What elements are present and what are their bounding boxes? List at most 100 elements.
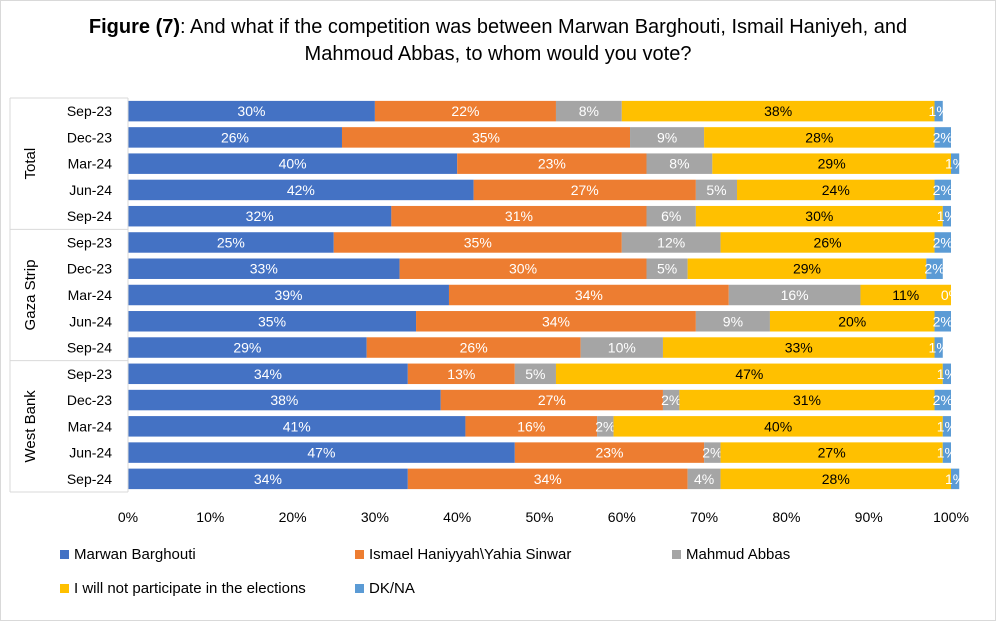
- data-label: 38%: [270, 392, 298, 408]
- bar-segment: [366, 337, 581, 358]
- bar-segment: [128, 127, 342, 148]
- legend-item: Marwan Barghouti: [60, 546, 196, 563]
- bar-segment: [473, 179, 696, 201]
- data-label: 30%: [237, 103, 265, 119]
- bar-segment: [514, 442, 705, 463]
- category-label: Sep-24: [67, 340, 112, 356]
- bar-segment: [128, 416, 466, 437]
- data-label: 2%: [933, 182, 953, 198]
- bar-segment: [704, 442, 721, 463]
- legend-label: Mahmud Abbas: [686, 546, 791, 563]
- x-tick-label: 40%: [443, 509, 471, 525]
- bar-segment: [630, 127, 705, 148]
- legend-swatch: [60, 584, 69, 593]
- chart-title-text: : And what if the competition was betwee…: [180, 16, 908, 65]
- data-label: 27%: [571, 182, 599, 198]
- data-label: 40%: [279, 156, 307, 172]
- chart-title-bold: Figure (7): [88, 16, 181, 38]
- x-tick-label: 60%: [608, 509, 636, 525]
- data-label: 35%: [464, 234, 492, 250]
- data-label: 27%: [538, 392, 566, 408]
- bar-segment: [737, 179, 935, 201]
- group-label: Total: [22, 148, 39, 180]
- data-label: 24%: [822, 182, 850, 198]
- x-tick-label: 20%: [279, 509, 307, 525]
- bar-segment: [934, 389, 951, 411]
- bar-segment: [942, 442, 951, 463]
- bar-segment: [621, 100, 935, 122]
- data-label: 16%: [517, 418, 545, 434]
- bar-segment: [934, 232, 951, 253]
- bar-segment: [934, 337, 943, 358]
- data-label: 47%: [307, 445, 335, 461]
- data-label: 34%: [254, 471, 282, 487]
- bar-segment: [934, 311, 951, 332]
- category-label: Dec-23: [67, 129, 112, 145]
- category-label: Sep-24: [67, 208, 112, 224]
- data-label: 26%: [814, 234, 842, 250]
- bar-segment: [128, 468, 408, 490]
- bar-segment: [555, 363, 943, 385]
- data-label: 4%: [694, 471, 714, 487]
- bar-segment: [687, 468, 721, 490]
- data-label: 1%: [945, 471, 965, 487]
- data-label: 2%: [933, 129, 953, 145]
- legend-item: Mahmud Abbas: [672, 546, 790, 563]
- data-label: 34%: [575, 287, 603, 303]
- data-label: 41%: [283, 418, 311, 434]
- bar-segment: [128, 284, 449, 306]
- bar-segment: [720, 468, 951, 490]
- bar-segment: [704, 127, 935, 148]
- bar-segment: [646, 153, 713, 174]
- data-label: 34%: [542, 313, 570, 329]
- bar-segment: [128, 311, 417, 332]
- bar-segment: [128, 153, 458, 174]
- data-label: 30%: [509, 261, 537, 277]
- data-label: 28%: [822, 471, 850, 487]
- legend-swatch: [672, 550, 681, 559]
- data-label: 29%: [233, 340, 261, 356]
- x-tick-label: 10%: [196, 509, 224, 525]
- bar-segment: [128, 363, 408, 385]
- bar-segment: [720, 442, 943, 463]
- data-label: 8%: [669, 156, 689, 172]
- bar-segment: [399, 258, 647, 279]
- legend-label: Marwan Barghouti: [74, 546, 196, 563]
- bar-segment: [416, 311, 696, 332]
- bar-segment: [621, 232, 721, 253]
- data-label: 33%: [785, 340, 813, 356]
- bar-segment: [457, 153, 647, 174]
- bar-segment: [128, 389, 441, 411]
- bar-segment: [374, 100, 556, 122]
- bar-segment: [514, 363, 556, 385]
- data-label: 2%: [933, 313, 953, 329]
- data-label: 33%: [250, 261, 278, 277]
- legend-swatch: [355, 550, 364, 559]
- x-tick-label: 50%: [525, 509, 553, 525]
- category-label: Sep-23: [67, 366, 112, 382]
- data-label: 47%: [735, 366, 763, 382]
- data-label: 1%: [937, 366, 957, 382]
- category-label: Dec-23: [67, 392, 112, 408]
- bar-segment: [942, 205, 951, 227]
- category-label: Mar-24: [68, 156, 113, 172]
- bar-segment: [695, 311, 770, 332]
- data-label: 26%: [460, 340, 488, 356]
- x-tick-label: 70%: [690, 509, 718, 525]
- bar-segment: [341, 127, 631, 148]
- data-label: 32%: [246, 208, 274, 224]
- bar-segment: [646, 205, 696, 227]
- data-label: 2%: [933, 234, 953, 250]
- category-label: Jun-24: [69, 313, 112, 329]
- data-label: 5%: [706, 182, 726, 198]
- legend-swatch: [355, 584, 364, 593]
- data-label: 26%: [221, 129, 249, 145]
- category-label: Sep-23: [67, 103, 112, 119]
- data-label: 20%: [838, 313, 866, 329]
- bar-segment: [440, 389, 663, 411]
- bar-segment: [934, 179, 951, 201]
- bar-segment: [942, 363, 951, 385]
- category-label: Sep-24: [67, 471, 112, 487]
- data-label: 2%: [595, 418, 615, 434]
- data-label: 2%: [933, 392, 953, 408]
